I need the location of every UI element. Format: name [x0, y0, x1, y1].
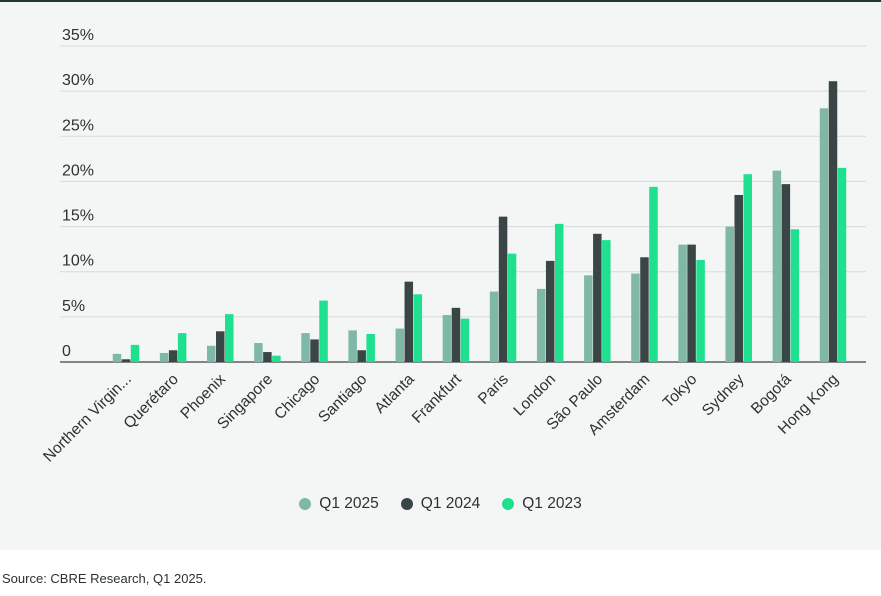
bar-q1-2023: [366, 334, 375, 362]
x-category-label: Sydney: [699, 371, 748, 420]
bar-q1-2023: [177, 333, 187, 362]
y-tick-label: 10%: [62, 253, 94, 270]
bar-q1-2025: [489, 291, 499, 362]
y-tick-label: 30%: [62, 72, 94, 89]
bar-q1-2024: [357, 350, 366, 362]
bar-q1-2025: [631, 273, 640, 362]
bar-q1-2024: [121, 359, 131, 362]
bar-q1-2023: [130, 344, 140, 362]
y-tick-label: 0: [62, 343, 71, 360]
legend-label: Q1 2024: [420, 495, 481, 512]
bar-q1-2023: [460, 318, 470, 362]
legend-swatch: [299, 498, 312, 510]
legend-item: Q1 2025: [299, 495, 379, 513]
bar-q1-2024: [263, 352, 272, 362]
bar-q1-2025: [442, 315, 452, 362]
bar-q1-2023: [649, 186, 658, 362]
bar-q1-2024: [404, 281, 414, 362]
bar-q1-2023: [413, 294, 423, 362]
x-category-label: Santiago: [315, 371, 370, 426]
bar-q1-2024: [216, 331, 225, 362]
bar-q1-2025: [348, 330, 357, 362]
bar-q1-2025: [725, 226, 734, 362]
bar-q1-2023: [602, 240, 611, 362]
bar-q1-2025: [207, 345, 216, 362]
x-category-label: Atlanta: [371, 371, 417, 417]
bar-q1-2023: [743, 174, 752, 362]
y-tick-label: 15%: [62, 208, 94, 225]
bar-q1-2025: [301, 333, 310, 362]
bar-q1-2025: [772, 170, 782, 362]
bar-q1-2024: [310, 339, 319, 362]
bar-q1-2024: [451, 307, 461, 362]
bar-q1-2023: [790, 229, 800, 362]
bar-q1-2024: [545, 260, 555, 362]
bar-q1-2025: [112, 353, 122, 362]
bar-q1-2024: [593, 233, 602, 362]
bar-q1-2023: [225, 314, 234, 362]
y-tick-label: 25%: [62, 117, 94, 134]
y-tick-label: 35%: [62, 27, 94, 44]
x-category-label: Northern Virgin...: [40, 371, 135, 466]
bar-q1-2024: [168, 350, 178, 362]
bar-q1-2023: [507, 253, 517, 362]
bar-q1-2025: [254, 343, 263, 362]
bar-q1-2025: [395, 328, 405, 362]
chart-legend: Q1 2025 Q1 2024 Q1 2023: [0, 495, 881, 513]
source-note: Source: CBRE Research, Q1 2025.: [2, 571, 207, 586]
bar-q1-2025: [584, 275, 593, 362]
bar-q1-2023: [696, 259, 705, 362]
bar-q1-2024: [498, 216, 508, 362]
bar-q1-2025: [536, 288, 546, 362]
y-tick-label: 5%: [62, 298, 85, 315]
y-tick-label: 20%: [62, 162, 94, 179]
bar-q1-2024: [640, 257, 649, 362]
legend-swatch: [502, 498, 515, 510]
bar-q1-2024: [734, 194, 743, 362]
legend-item: Q1 2024: [400, 495, 481, 513]
legend-label: Q1 2025: [319, 495, 379, 512]
chart-panel: 35% 30% 25% 20% 15% 10% 5% 0 Northern Virgin... Q…: [0, 0, 881, 550]
bar-q1-2024: [781, 184, 791, 362]
legend-label: Q1 2023: [522, 495, 582, 512]
x-category-label: Tokyo: [660, 371, 701, 412]
bar-q1-2023: [319, 300, 328, 362]
bar-q1-2023: [837, 167, 847, 362]
bar-q1-2024: [828, 81, 838, 362]
bar-q1-2025: [819, 108, 829, 362]
bar-q1-2023: [272, 355, 281, 362]
bar-q1-2025: [678, 244, 687, 362]
legend-item: Q1 2023: [502, 495, 582, 513]
x-category-label: Frankfurt: [409, 370, 465, 426]
bar-q1-2025: [159, 352, 169, 362]
bar-q1-2023: [554, 223, 564, 362]
bar-q1-2024: [687, 244, 696, 362]
x-category-label: Paris: [475, 371, 512, 408]
legend-swatch: [400, 498, 413, 510]
x-category-label: Bogotá: [748, 371, 795, 418]
